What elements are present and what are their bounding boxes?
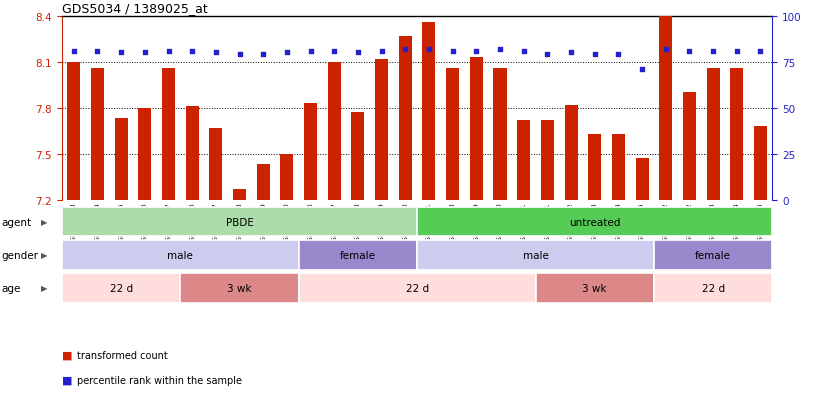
Bar	[588, 135, 601, 200]
Bar	[470, 58, 483, 200]
Bar	[138, 109, 151, 200]
Bar	[417, 240, 654, 270]
Point	[446, 48, 459, 55]
Point	[659, 46, 672, 53]
Text: male: male	[168, 250, 193, 260]
Bar	[654, 240, 772, 270]
Bar	[654, 273, 772, 303]
Bar	[635, 159, 648, 200]
Text: 22 d: 22 d	[110, 283, 133, 293]
Text: age: age	[2, 283, 21, 293]
Bar	[91, 69, 104, 200]
Bar	[304, 104, 317, 200]
Point	[209, 50, 222, 57]
Bar	[659, 0, 672, 200]
Text: agent: agent	[2, 217, 31, 227]
Bar	[186, 107, 199, 200]
Point	[541, 52, 554, 58]
Bar	[351, 113, 364, 200]
Bar	[299, 240, 417, 270]
Point	[186, 48, 199, 55]
Text: transformed count: transformed count	[77, 350, 168, 360]
Point	[91, 48, 104, 55]
Bar	[257, 165, 270, 200]
Point	[399, 46, 412, 53]
Point	[351, 50, 364, 57]
Point	[470, 48, 483, 55]
Bar	[517, 121, 530, 200]
Text: female: female	[695, 250, 731, 260]
Bar	[328, 62, 341, 200]
Text: GDS5034 / 1389025_at: GDS5034 / 1389025_at	[62, 2, 207, 15]
Text: untreated: untreated	[569, 217, 620, 227]
Bar	[280, 154, 293, 200]
Point	[422, 46, 435, 53]
Bar	[417, 207, 772, 237]
Bar	[541, 121, 554, 200]
Point	[162, 48, 175, 55]
Bar	[233, 190, 246, 200]
Bar	[115, 119, 128, 200]
Text: ▶: ▶	[40, 251, 47, 259]
Bar	[730, 69, 743, 200]
Text: 22 d: 22 d	[406, 283, 429, 293]
Text: 3 wk: 3 wk	[582, 283, 607, 293]
Point	[375, 48, 388, 55]
Text: male: male	[523, 250, 548, 260]
Point	[233, 52, 246, 58]
Point	[706, 48, 719, 55]
Text: PBDE: PBDE	[225, 217, 254, 227]
Text: percentile rank within the sample: percentile rank within the sample	[77, 375, 242, 385]
Bar	[535, 273, 654, 303]
Text: ■: ■	[62, 375, 73, 385]
Bar	[67, 62, 80, 200]
Point	[588, 52, 601, 58]
Text: ▶: ▶	[40, 284, 47, 292]
Bar	[706, 69, 719, 200]
Text: 22 d: 22 d	[701, 283, 724, 293]
Bar	[62, 273, 180, 303]
Bar	[299, 273, 535, 303]
Bar	[399, 36, 412, 200]
Point	[280, 50, 293, 57]
Bar	[493, 69, 506, 200]
Bar	[375, 59, 388, 200]
Point	[493, 46, 506, 53]
Point	[683, 48, 696, 55]
Point	[730, 48, 743, 55]
Point	[564, 50, 577, 57]
Point	[754, 48, 767, 55]
Bar	[564, 105, 577, 200]
Text: ■: ■	[62, 350, 73, 360]
Point	[304, 48, 317, 55]
Point	[328, 48, 341, 55]
Point	[612, 52, 625, 58]
Bar	[162, 69, 175, 200]
Point	[138, 50, 151, 57]
Bar	[62, 207, 417, 237]
Point	[257, 52, 270, 58]
Point	[635, 66, 648, 73]
Point	[517, 48, 530, 55]
Bar	[209, 128, 222, 200]
Point	[115, 50, 128, 57]
Text: gender: gender	[2, 250, 39, 260]
Text: ▶: ▶	[40, 218, 47, 226]
Point	[67, 48, 80, 55]
Bar	[446, 69, 459, 200]
Text: 3 wk: 3 wk	[227, 283, 252, 293]
Bar	[754, 127, 767, 200]
Bar	[612, 135, 625, 200]
Bar	[422, 23, 435, 200]
Text: female: female	[340, 250, 376, 260]
Bar	[180, 273, 299, 303]
Bar	[683, 93, 696, 200]
Bar	[62, 240, 299, 270]
